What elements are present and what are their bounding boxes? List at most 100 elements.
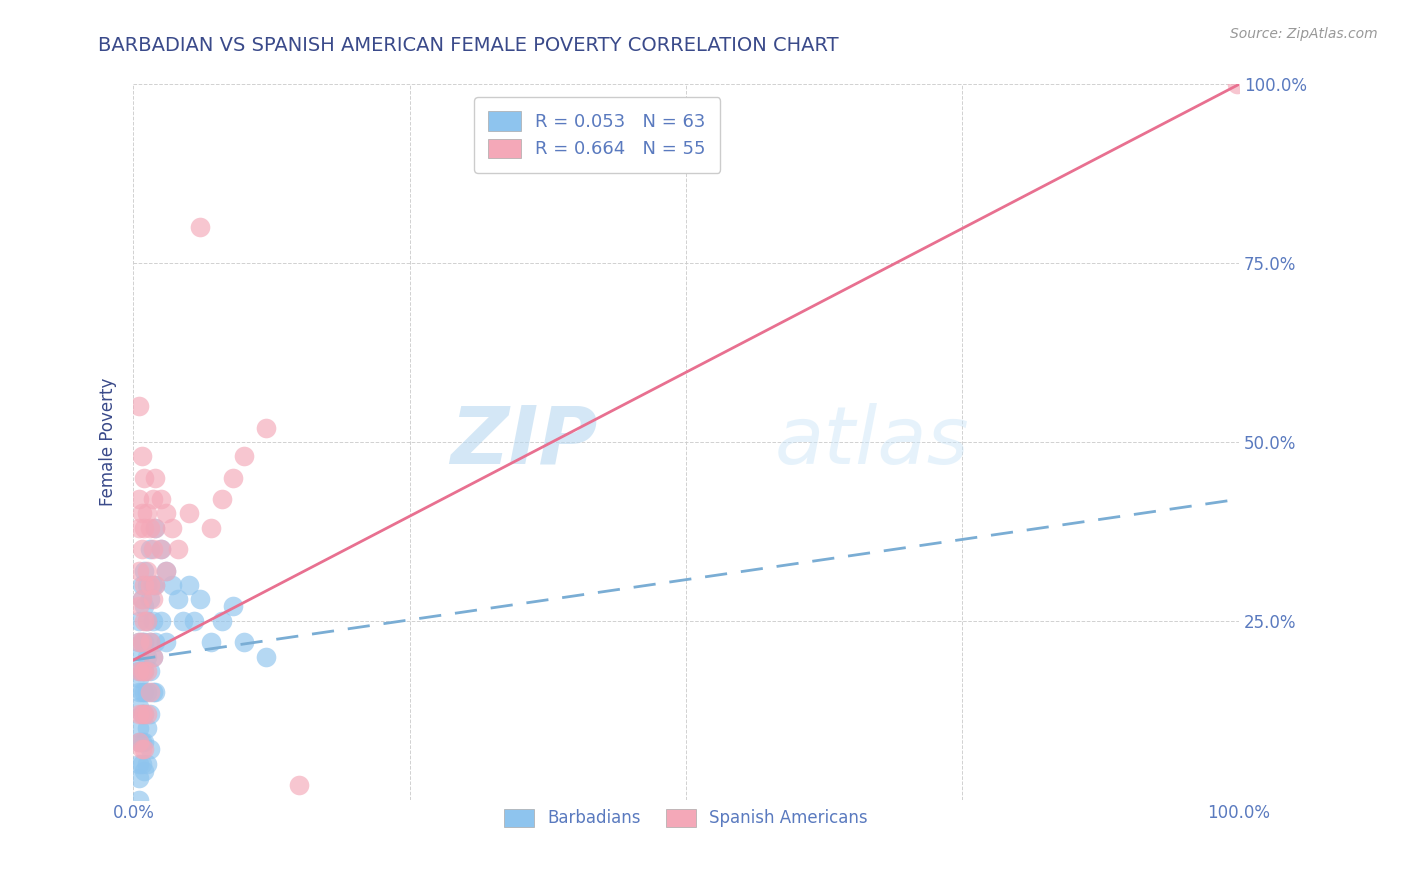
Point bbox=[134, 685, 156, 699]
Point bbox=[139, 706, 162, 721]
Point bbox=[232, 635, 254, 649]
Point bbox=[139, 592, 162, 607]
Point bbox=[131, 507, 153, 521]
Point bbox=[145, 635, 167, 649]
Point bbox=[134, 635, 156, 649]
Point bbox=[134, 599, 156, 614]
Point bbox=[128, 792, 150, 806]
Point bbox=[128, 735, 150, 749]
Point bbox=[145, 521, 167, 535]
Point bbox=[145, 521, 167, 535]
Point bbox=[155, 635, 177, 649]
Point bbox=[254, 649, 277, 664]
Point bbox=[128, 706, 150, 721]
Point bbox=[135, 756, 157, 771]
Point bbox=[166, 542, 188, 557]
Point bbox=[183, 614, 205, 628]
Point bbox=[142, 592, 165, 607]
Point bbox=[134, 521, 156, 535]
Point bbox=[134, 735, 156, 749]
Point bbox=[128, 521, 150, 535]
Point bbox=[135, 564, 157, 578]
Point bbox=[149, 492, 172, 507]
Point bbox=[160, 578, 183, 592]
Point bbox=[222, 471, 245, 485]
Point bbox=[139, 635, 162, 649]
Point bbox=[145, 578, 167, 592]
Point bbox=[131, 664, 153, 678]
Point bbox=[134, 742, 156, 756]
Point bbox=[200, 521, 222, 535]
Point bbox=[134, 614, 156, 628]
Point bbox=[135, 507, 157, 521]
Point bbox=[155, 507, 177, 521]
Point bbox=[142, 492, 165, 507]
Point bbox=[1225, 78, 1247, 92]
Point bbox=[288, 778, 311, 792]
Point bbox=[142, 649, 165, 664]
Point bbox=[149, 542, 172, 557]
Point bbox=[188, 592, 211, 607]
Point bbox=[128, 649, 150, 664]
Point bbox=[131, 635, 153, 649]
Point bbox=[139, 521, 162, 535]
Point bbox=[149, 542, 172, 557]
Point bbox=[160, 521, 183, 535]
Point bbox=[135, 614, 157, 628]
Point bbox=[142, 685, 165, 699]
Point bbox=[128, 599, 150, 614]
Point bbox=[166, 592, 188, 607]
Point bbox=[254, 420, 277, 434]
Point bbox=[131, 664, 153, 678]
Point bbox=[211, 492, 233, 507]
Point bbox=[128, 756, 150, 771]
Point bbox=[131, 635, 153, 649]
Text: atlas: atlas bbox=[775, 403, 969, 481]
Point bbox=[134, 471, 156, 485]
Point bbox=[142, 578, 165, 592]
Point bbox=[134, 664, 156, 678]
Point bbox=[142, 649, 165, 664]
Point bbox=[134, 578, 156, 592]
Point bbox=[232, 450, 254, 464]
Point bbox=[131, 592, 153, 607]
Point bbox=[128, 635, 150, 649]
Point bbox=[155, 564, 177, 578]
Point bbox=[145, 685, 167, 699]
Point bbox=[155, 564, 177, 578]
Point bbox=[135, 685, 157, 699]
Point bbox=[131, 578, 153, 592]
Point bbox=[142, 614, 165, 628]
Point bbox=[211, 614, 233, 628]
Point bbox=[128, 721, 150, 735]
Point bbox=[139, 635, 162, 649]
Point bbox=[128, 635, 150, 649]
Point bbox=[128, 735, 150, 749]
Point bbox=[128, 492, 150, 507]
Point bbox=[128, 614, 150, 628]
Point bbox=[128, 699, 150, 714]
Point bbox=[131, 706, 153, 721]
Point bbox=[135, 649, 157, 664]
Point bbox=[134, 706, 156, 721]
Point bbox=[177, 578, 200, 592]
Point bbox=[131, 542, 153, 557]
Point bbox=[135, 578, 157, 592]
Point bbox=[139, 742, 162, 756]
Point bbox=[188, 220, 211, 235]
Point bbox=[135, 664, 157, 678]
Point bbox=[131, 742, 153, 756]
Text: Source: ZipAtlas.com: Source: ZipAtlas.com bbox=[1230, 27, 1378, 41]
Y-axis label: Female Poverty: Female Poverty bbox=[100, 378, 117, 506]
Point bbox=[131, 592, 153, 607]
Point bbox=[128, 399, 150, 413]
Legend: Barbadians, Spanish Americans: Barbadians, Spanish Americans bbox=[498, 802, 875, 834]
Point bbox=[128, 771, 150, 785]
Point bbox=[139, 685, 162, 699]
Point bbox=[134, 564, 156, 578]
Point bbox=[131, 450, 153, 464]
Point bbox=[128, 671, 150, 685]
Point bbox=[135, 706, 157, 721]
Point bbox=[128, 664, 150, 678]
Point bbox=[131, 735, 153, 749]
